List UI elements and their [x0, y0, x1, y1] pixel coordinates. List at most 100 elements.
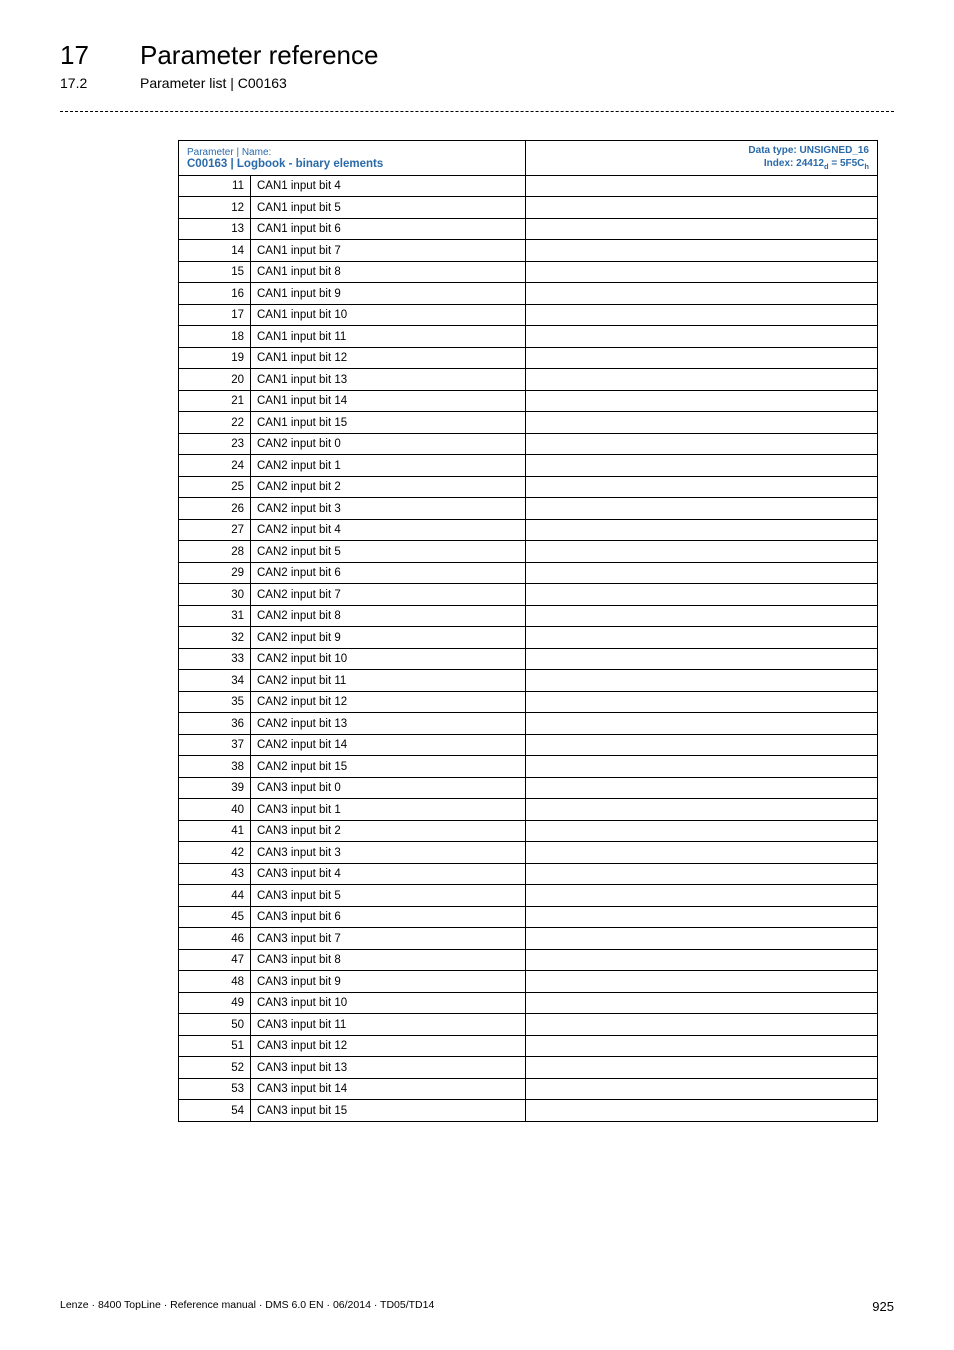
section-number: 17.2 [60, 75, 140, 91]
row-name: CAN1 input bit 15 [251, 412, 526, 434]
table-row: 36CAN2 input bit 13 [179, 713, 878, 735]
row-index: 21 [179, 390, 251, 412]
table-row: 30CAN2 input bit 7 [179, 584, 878, 606]
table-row: 24CAN2 input bit 1 [179, 455, 878, 477]
row-blank [526, 197, 878, 219]
row-index: 41 [179, 820, 251, 842]
row-name: CAN2 input bit 9 [251, 627, 526, 649]
row-name: CAN3 input bit 8 [251, 949, 526, 971]
row-name: CAN2 input bit 11 [251, 670, 526, 692]
table-row: 20CAN1 input bit 13 [179, 369, 878, 391]
table-row: 47CAN3 input bit 8 [179, 949, 878, 971]
row-blank [526, 433, 878, 455]
row-index: 29 [179, 562, 251, 584]
table-row: 42CAN3 input bit 3 [179, 842, 878, 864]
row-blank [526, 218, 878, 240]
row-name: CAN1 input bit 5 [251, 197, 526, 219]
row-blank [526, 992, 878, 1014]
table-row: 39CAN3 input bit 0 [179, 777, 878, 799]
row-index: 36 [179, 713, 251, 735]
row-index: 16 [179, 283, 251, 305]
row-blank [526, 691, 878, 713]
row-name: CAN2 input bit 12 [251, 691, 526, 713]
row-index: 50 [179, 1014, 251, 1036]
row-index: 54 [179, 1100, 251, 1122]
row-name: CAN1 input bit 10 [251, 304, 526, 326]
table-row: 53CAN3 input bit 14 [179, 1078, 878, 1100]
row-index: 11 [179, 175, 251, 197]
row-name: CAN3 input bit 14 [251, 1078, 526, 1100]
row-blank [526, 541, 878, 563]
row-index: 52 [179, 1057, 251, 1079]
separator-line [60, 111, 894, 112]
row-index: 34 [179, 670, 251, 692]
row-index: 15 [179, 261, 251, 283]
row-blank [526, 885, 878, 907]
table-row: 34CAN2 input bit 11 [179, 670, 878, 692]
row-blank [526, 713, 878, 735]
row-blank [526, 605, 878, 627]
row-name: CAN3 input bit 0 [251, 777, 526, 799]
row-blank [526, 390, 878, 412]
table-row: 13CAN1 input bit 6 [179, 218, 878, 240]
table-row: 48CAN3 input bit 9 [179, 971, 878, 993]
row-blank [526, 1078, 878, 1100]
table-row: 22CAN1 input bit 15 [179, 412, 878, 434]
row-index: 28 [179, 541, 251, 563]
row-blank [526, 326, 878, 348]
table-row: 37CAN2 input bit 14 [179, 734, 878, 756]
row-name: CAN1 input bit 8 [251, 261, 526, 283]
table-row: 33CAN2 input bit 10 [179, 648, 878, 670]
param-code-name: C00163 | Logbook - binary elements [187, 158, 383, 170]
chapter-number: 17 [60, 40, 140, 71]
row-name: CAN3 input bit 15 [251, 1100, 526, 1122]
row-name: CAN1 input bit 13 [251, 369, 526, 391]
row-index: 31 [179, 605, 251, 627]
table-row: 45CAN3 input bit 6 [179, 906, 878, 928]
row-name: CAN3 input bit 9 [251, 971, 526, 993]
row-name: CAN3 input bit 1 [251, 799, 526, 821]
row-name: CAN2 input bit 1 [251, 455, 526, 477]
row-index: 24 [179, 455, 251, 477]
data-type-label: Data type: UNSIGNED_16 [748, 145, 869, 156]
row-index: 18 [179, 326, 251, 348]
row-blank [526, 756, 878, 778]
row-index: 47 [179, 949, 251, 971]
row-name: CAN1 input bit 12 [251, 347, 526, 369]
table-row: 28CAN2 input bit 5 [179, 541, 878, 563]
table-row: 32CAN2 input bit 9 [179, 627, 878, 649]
row-name: CAN2 input bit 14 [251, 734, 526, 756]
row-blank [526, 175, 878, 197]
row-blank [526, 347, 878, 369]
row-index: 13 [179, 218, 251, 240]
table-row: 49CAN3 input bit 10 [179, 992, 878, 1014]
row-blank [526, 498, 878, 520]
row-index: 14 [179, 240, 251, 262]
row-index: 12 [179, 197, 251, 219]
row-name: CAN1 input bit 4 [251, 175, 526, 197]
row-index: 39 [179, 777, 251, 799]
table-row: 52CAN3 input bit 13 [179, 1057, 878, 1079]
table-row: 43CAN3 input bit 4 [179, 863, 878, 885]
table-row: 19CAN1 input bit 12 [179, 347, 878, 369]
row-index: 44 [179, 885, 251, 907]
row-blank [526, 863, 878, 885]
row-name: CAN2 input bit 0 [251, 433, 526, 455]
row-index: 25 [179, 476, 251, 498]
row-name: CAN1 input bit 6 [251, 218, 526, 240]
row-name: CAN2 input bit 15 [251, 756, 526, 778]
row-blank [526, 928, 878, 950]
row-blank [526, 777, 878, 799]
row-name: CAN3 input bit 4 [251, 863, 526, 885]
table-row: 50CAN3 input bit 11 [179, 1014, 878, 1036]
row-blank [526, 240, 878, 262]
param-name-label: Parameter | Name: [187, 147, 271, 158]
row-name: CAN1 input bit 7 [251, 240, 526, 262]
row-blank [526, 1100, 878, 1122]
table-header-right: Data type: UNSIGNED_16 Index: 24412d = 5… [526, 141, 878, 176]
row-blank [526, 627, 878, 649]
row-index: 51 [179, 1035, 251, 1057]
row-blank [526, 648, 878, 670]
row-name: CAN3 input bit 12 [251, 1035, 526, 1057]
row-index: 37 [179, 734, 251, 756]
